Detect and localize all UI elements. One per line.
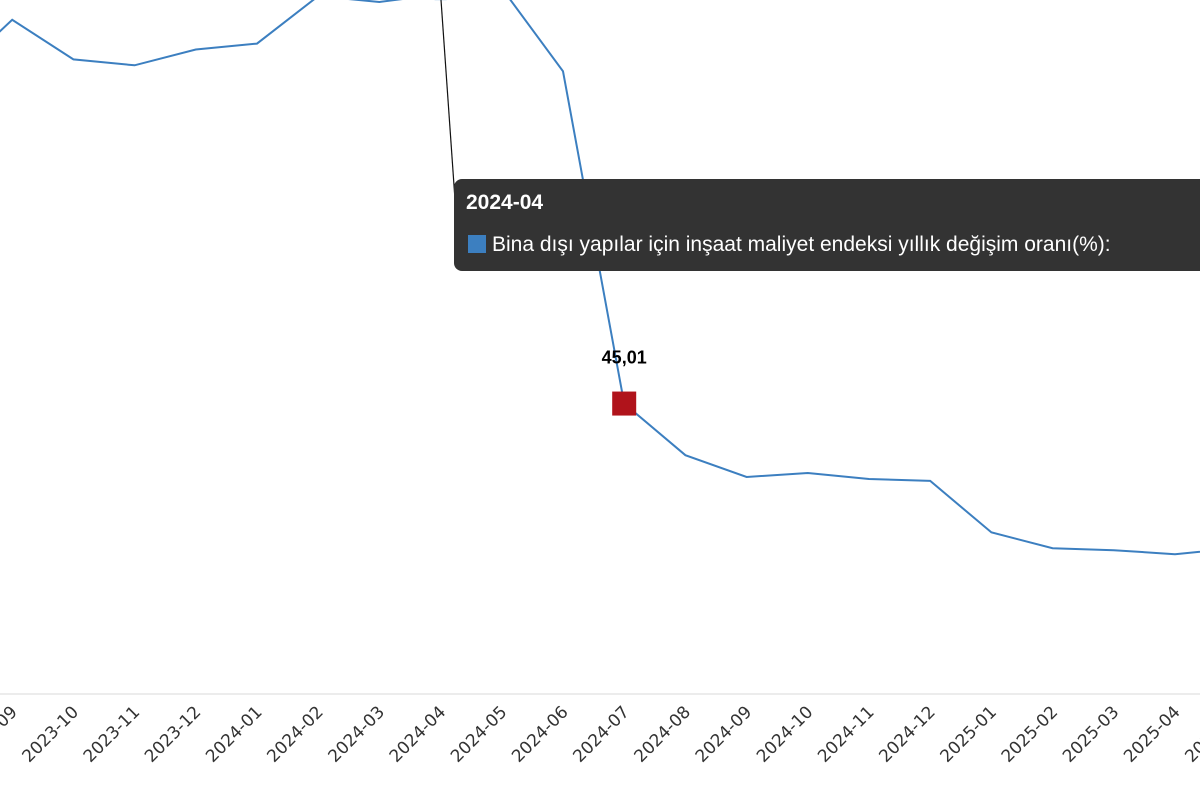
x-tick-label: 2025-04 [1120, 702, 1184, 766]
data-label: 45,01 [602, 348, 647, 368]
x-tick-label: 2024-11 [814, 702, 878, 766]
x-tick-label: 2025-02 [998, 702, 1062, 766]
x-tick-label: 2025-05 [1181, 702, 1200, 766]
selected-marker[interactable] [612, 391, 637, 416]
chart-tooltip: 2024-04 Bina dışı yapılar için inşaat ma… [454, 179, 1200, 271]
tooltip-connector [440, 0, 457, 215]
x-tick-label: 2023-10 [19, 702, 83, 766]
x-tick-label: 2023-11 [80, 702, 144, 766]
x-tick-label: 2024-10 [753, 702, 817, 766]
x-tick-label: 2023-09 [0, 702, 22, 766]
x-tick-label: 2024-08 [631, 702, 695, 766]
x-tick-label: 2024-09 [692, 702, 756, 766]
data-labels: 45,01 [602, 348, 647, 368]
x-tick-label: 2024-01 [202, 702, 266, 766]
x-tick-label: 2025-01 [937, 702, 1001, 766]
x-axis-ticks: 2023-082023-092023-102023-112023-122024-… [0, 702, 1200, 766]
series-line [0, 0, 1200, 556]
x-tick-label: 2024-03 [325, 702, 389, 766]
x-tick-label: 2024-12 [875, 702, 939, 766]
tooltip-series-row: Bina dışı yapılar için inşaat maliyet en… [468, 233, 1111, 257]
x-tick-label: 2024-05 [447, 702, 511, 766]
tooltip-series-label: Bina dışı yapılar için inşaat maliyet en… [492, 233, 1111, 256]
tooltip-series-swatch [468, 235, 486, 253]
x-tick-label: 2025-03 [1059, 702, 1123, 766]
x-tick-label: 2023-12 [141, 702, 205, 766]
x-tick-label: 2024-06 [508, 702, 572, 766]
series-markers[interactable] [434, 0, 637, 416]
x-tick-label: 2024-04 [386, 702, 450, 766]
tooltip-title: 2024-04 [466, 191, 544, 214]
x-tick-label: 2024-07 [569, 702, 633, 766]
x-tick-label: 2024-02 [263, 702, 327, 766]
